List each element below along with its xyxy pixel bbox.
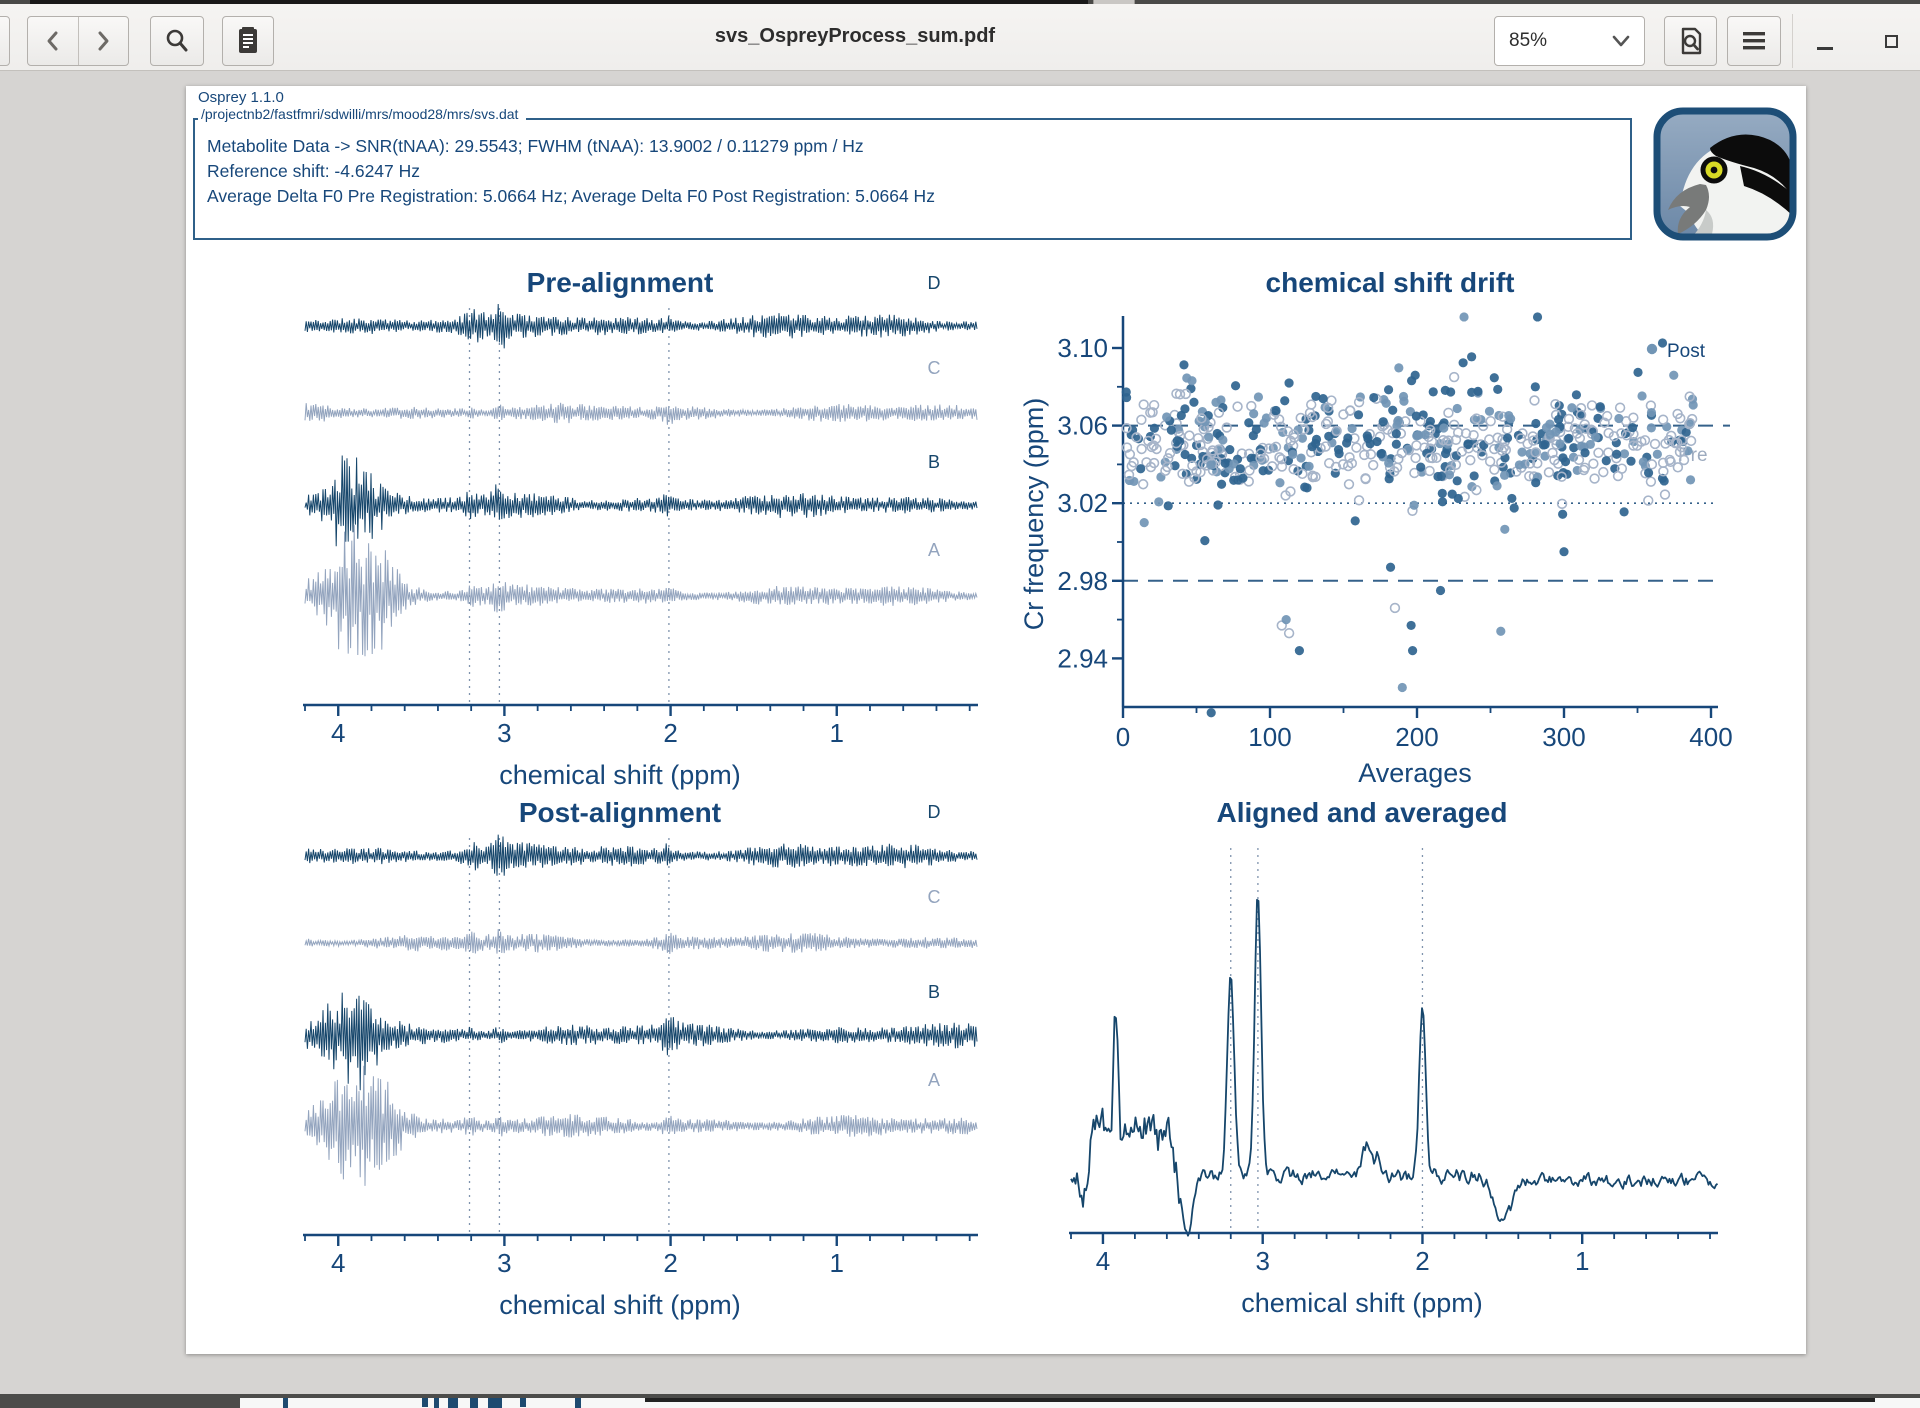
- minimize-icon: [1817, 46, 1833, 50]
- svg-text:1: 1: [830, 718, 844, 748]
- chemical-shift-drift-chart: chemical shift drift 3.10 3.06 3.02 2.98 2.94…: [1019, 267, 1733, 788]
- toolbar-separator: [1792, 14, 1793, 68]
- svg-text:Post-alignment: Post-alignment: [519, 797, 721, 828]
- svg-text:Aligned and averaged: Aligned and averaged: [1217, 797, 1508, 828]
- previous-page-button[interactable]: [28, 17, 79, 65]
- svg-text:B: B: [928, 452, 940, 472]
- search-icon: [166, 29, 188, 52]
- osprey-version-label: Osprey 1.1.0: [198, 89, 284, 106]
- svg-text:4: 4: [331, 1248, 345, 1278]
- info-line-snr: Metabolite Data -> SNR(tNAA): 29.5543; F…: [207, 136, 864, 156]
- svg-text:Averages: Averages: [1358, 758, 1472, 788]
- svg-text:chemical shift (ppm): chemical shift (ppm): [499, 1290, 741, 1320]
- svg-text:0: 0: [1116, 722, 1130, 752]
- info-line-refshift: Reference shift: -4.6247 Hz: [207, 161, 421, 181]
- svg-text:3.10: 3.10: [1057, 333, 1108, 363]
- svg-text:Post: Post: [1667, 341, 1706, 362]
- svg-text:B: B: [928, 982, 940, 1002]
- svg-text:A: A: [928, 1070, 940, 1090]
- document-viewport[interactable]: Osprey 1.1.0 /projectnb2/fastfmri/sdwill…: [0, 70, 1920, 1394]
- svg-text:D: D: [928, 802, 941, 822]
- page-preview-button[interactable]: [1664, 16, 1717, 66]
- svg-text:Cr frequency (ppm): Cr frequency (ppm): [1019, 398, 1049, 631]
- svg-text:3: 3: [1255, 1246, 1269, 1276]
- svg-text:chemical shift (ppm): chemical shift (ppm): [1241, 1288, 1483, 1318]
- svg-text:2: 2: [663, 718, 677, 748]
- svg-text:100: 100: [1248, 722, 1291, 752]
- svg-text:D: D: [928, 273, 941, 293]
- zoom-level-select[interactable]: 85%: [1494, 16, 1645, 66]
- svg-text:4: 4: [1096, 1246, 1110, 1276]
- svg-text:2: 2: [1415, 1246, 1429, 1276]
- chevron-right-icon: [98, 31, 109, 51]
- file-path-label: /projectnb2/fastfmri/sdwilli/mrs/mood28/…: [198, 106, 527, 122]
- page-navigation-group: [27, 16, 129, 66]
- svg-text:chemical shift drift: chemical shift drift: [1266, 267, 1515, 298]
- svg-text:3: 3: [497, 1248, 511, 1278]
- svg-text:300: 300: [1542, 722, 1585, 752]
- osprey-bird: [1668, 134, 1793, 237]
- osprey-logo: [1653, 107, 1797, 241]
- svg-text:C: C: [928, 887, 941, 907]
- next-page-sliver: [240, 1398, 1920, 1408]
- menu-button[interactable]: [1727, 16, 1781, 66]
- zoom-level-value: 85%: [1509, 30, 1548, 51]
- svg-text:1: 1: [1575, 1246, 1589, 1276]
- aligned-averaged-chart: Aligned and averaged 4 3 2 1 chemical shift (…: [1069, 797, 1719, 1318]
- minimize-button[interactable]: [1800, 16, 1850, 66]
- pdf-viewer-toolbar: svs_OspreyProcess_sum.pdf 85%: [0, 4, 1920, 71]
- svg-text:3.06: 3.06: [1057, 411, 1108, 441]
- svg-text:2: 2: [663, 1248, 677, 1278]
- metabolite-info-box: Metabolite Data -> SNR(tNAA): 29.5543; F…: [193, 118, 1632, 240]
- info-line-deltaf0: Average Delta F0 Pre Registration: 5.066…: [207, 186, 935, 206]
- chevron-down-icon: [1612, 35, 1630, 47]
- svg-text:C: C: [928, 358, 941, 378]
- edge-partial-button[interactable]: [0, 16, 10, 66]
- svg-text:400: 400: [1689, 722, 1732, 752]
- svg-text:chemical shift (ppm): chemical shift (ppm): [499, 760, 741, 790]
- svg-text:2.98: 2.98: [1057, 566, 1108, 596]
- svg-text:200: 200: [1395, 722, 1438, 752]
- page-magnifier-icon: [1681, 27, 1701, 55]
- svg-text:4: 4: [331, 718, 345, 748]
- post-alignment-chart: Post-alignment D C B A 4 3 2 1 chemical shift (pp…: [303, 797, 978, 1320]
- pre-alignment-chart: Pre-alignment D C B A 4 3 2 1 chemical shift (ppm…: [303, 267, 978, 790]
- svg-text:3: 3: [497, 718, 511, 748]
- svg-text:3.02: 3.02: [1057, 488, 1108, 518]
- maximize-button[interactable]: [1866, 16, 1916, 66]
- next-page-button[interactable]: [79, 17, 129, 65]
- svg-text:Pre-alignment: Pre-alignment: [527, 267, 714, 298]
- svg-text:A: A: [928, 540, 940, 560]
- svg-text:1: 1: [830, 1248, 844, 1278]
- pdf-page: Osprey 1.1.0 /projectnb2/fastfmri/sdwill…: [186, 86, 1806, 1354]
- chevron-left-icon: [47, 31, 58, 51]
- annotations-button[interactable]: [222, 16, 274, 66]
- document-list-icon: [239, 27, 257, 53]
- hamburger-menu-icon: [1743, 32, 1765, 50]
- search-button[interactable]: [150, 16, 204, 66]
- svg-text:2.94: 2.94: [1057, 643, 1108, 673]
- maximize-icon: [1884, 34, 1898, 48]
- document-title: svs_OspreyProcess_sum.pdf: [714, 25, 996, 47]
